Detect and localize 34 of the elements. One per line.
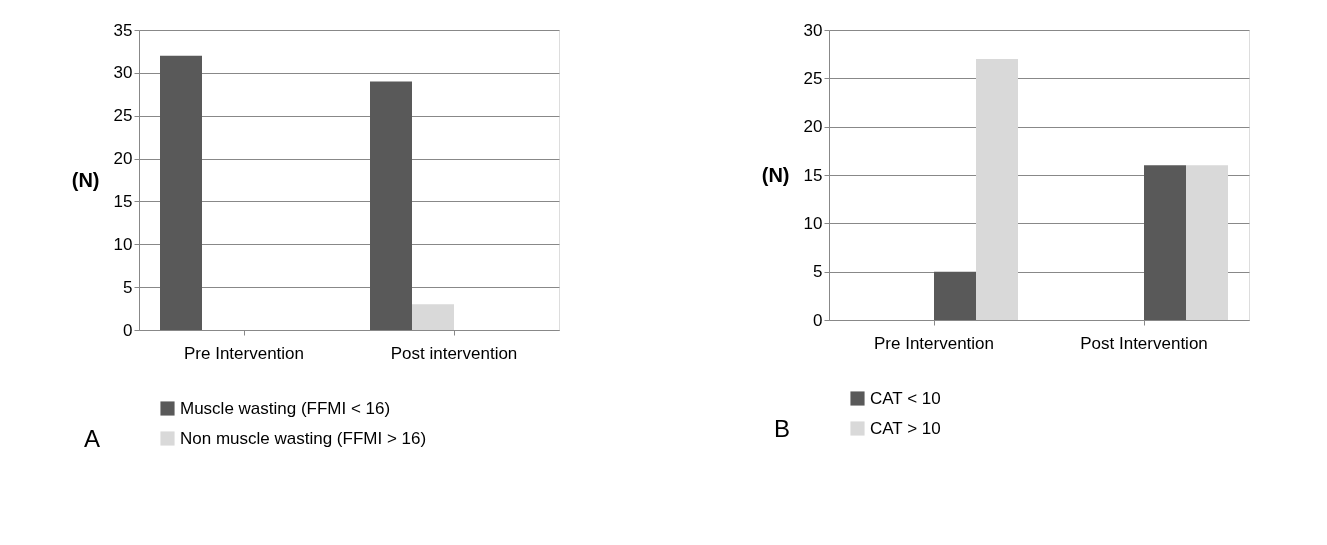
- y-tick-label: 20: [113, 149, 133, 169]
- text: B: [774, 415, 791, 442]
- y-tick-label: 20: [803, 117, 823, 137]
- legend-label: Non muscle wasting (FFMI > 16): [180, 428, 427, 448]
- x-tick-label: Post Intervention: [1080, 333, 1208, 353]
- bar: [1186, 165, 1228, 320]
- bar: [934, 271, 976, 320]
- y-tick-label: 35: [113, 20, 133, 40]
- text: A: [84, 425, 101, 452]
- y-tick-label: 10: [803, 213, 823, 233]
- y-tick-label: 15: [803, 165, 823, 185]
- y-axis-title: (N): [71, 168, 100, 191]
- y-tick-label: 25: [803, 68, 823, 88]
- x-tick-label: Post intervention: [390, 343, 518, 363]
- x-tick-label: Pre Intervention: [873, 333, 995, 353]
- bar: [370, 81, 412, 330]
- y-tick-label: 5: [123, 277, 133, 297]
- legend-label: Muscle wasting (FFMI < 16): [180, 398, 391, 418]
- legend-label: CAT < 10: [870, 388, 941, 408]
- bar: [1144, 165, 1186, 320]
- y-tick-label: 0: [813, 310, 823, 330]
- y-tick-label: 30: [803, 20, 823, 40]
- y-tick-label: 30: [113, 63, 133, 83]
- y-tick-label: 0: [123, 320, 133, 340]
- y-tick-label: 10: [113, 234, 133, 254]
- bar: [160, 55, 202, 330]
- y-tick-label: 25: [113, 106, 133, 126]
- legend-label: CAT > 10: [870, 418, 941, 438]
- bar: [976, 59, 1018, 320]
- bar: [412, 304, 454, 330]
- y-tick-label: 5: [813, 262, 823, 282]
- x-tick-label: Pre Intervention: [183, 343, 305, 363]
- y-tick-label: 15: [113, 191, 133, 211]
- y-axis-title: (N): [761, 163, 790, 186]
